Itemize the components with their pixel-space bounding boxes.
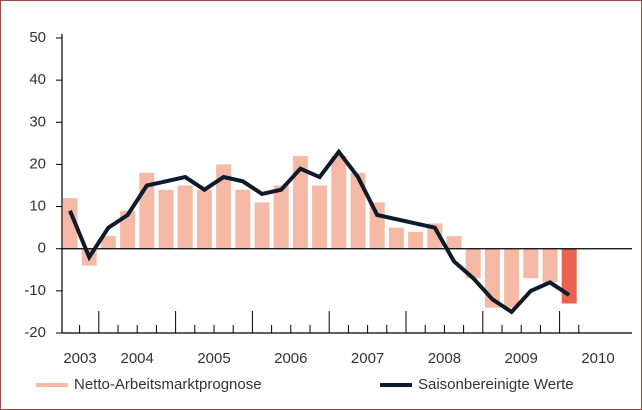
y-tick-label: 20 <box>29 155 46 172</box>
x-tick-label: 2004 <box>121 350 154 367</box>
bar <box>120 210 136 249</box>
bar <box>523 248 539 279</box>
y-tick-label: 30 <box>29 113 46 130</box>
bar <box>158 189 174 249</box>
x-tick-label: 2006 <box>274 350 307 367</box>
bar <box>542 248 558 283</box>
bar <box>235 189 251 249</box>
bar <box>446 236 462 249</box>
y-tick-label: -20 <box>24 324 46 341</box>
y-tick-label: 10 <box>29 198 46 215</box>
x-tick-label: 2009 <box>505 350 538 367</box>
legend-label: Netto-Arbeitsmarktprognose <box>74 376 262 393</box>
x-tick-label: 2005 <box>197 350 230 367</box>
bar <box>177 185 193 249</box>
y-tick-label: 50 <box>29 29 46 46</box>
bar <box>292 156 308 249</box>
x-tick-label: 2010 <box>581 350 614 367</box>
bar <box>408 231 424 249</box>
legend-label: Saisonbereinigte Werte <box>418 376 574 393</box>
bar <box>350 172 366 249</box>
bar <box>62 198 78 249</box>
x-tick-label: 2007 <box>351 350 384 367</box>
bar <box>369 202 385 249</box>
bar <box>216 164 232 249</box>
x-tick-label: 2008 <box>428 350 461 367</box>
x-tick-label: 2003 <box>63 350 96 367</box>
y-tick-label: -10 <box>24 282 46 299</box>
bar <box>312 185 328 249</box>
bar <box>388 227 404 249</box>
bar <box>100 236 116 249</box>
bar <box>465 248 481 279</box>
y-tick-label: 0 <box>38 240 46 257</box>
bar <box>254 202 270 249</box>
bar <box>331 156 347 249</box>
bar <box>196 189 212 249</box>
bar <box>427 223 443 249</box>
bar <box>561 248 577 304</box>
bar <box>504 248 520 308</box>
bar <box>273 185 289 249</box>
y-tick-label: 40 <box>29 71 46 88</box>
line <box>68 148 571 315</box>
